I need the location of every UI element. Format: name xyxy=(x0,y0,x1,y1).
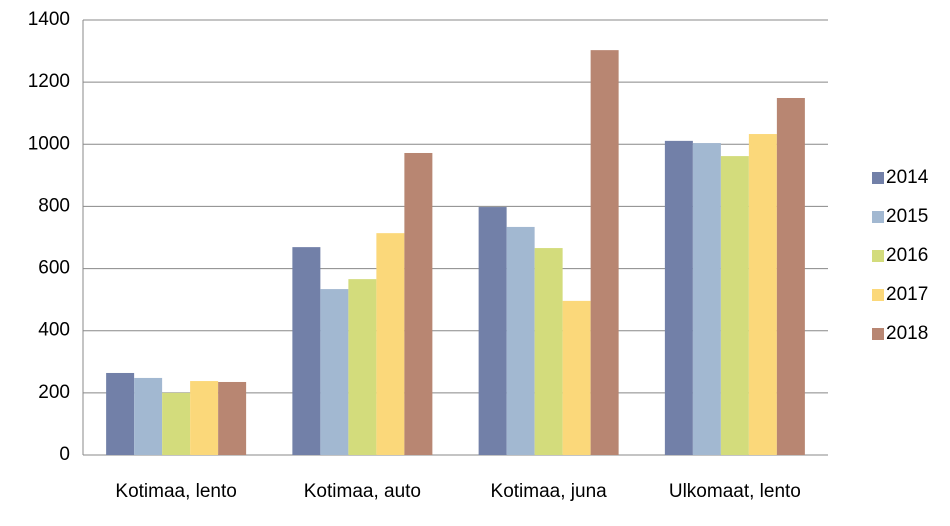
bar xyxy=(748,134,777,455)
bar xyxy=(218,381,247,455)
bar xyxy=(320,289,349,455)
bar xyxy=(590,50,619,456)
bar xyxy=(292,247,321,455)
x-tick-label: Kotimaa, lento xyxy=(115,481,237,502)
legend-label: 2016 xyxy=(886,245,928,266)
bar xyxy=(348,279,377,455)
legend-label: 2017 xyxy=(886,284,928,305)
bar xyxy=(562,300,591,455)
legend-label: 2018 xyxy=(886,323,928,344)
bar xyxy=(506,226,535,455)
legend-label: 2014 xyxy=(886,167,929,188)
y-tick-label: 0 xyxy=(59,444,70,465)
bar xyxy=(720,156,749,456)
y-tick-label: 600 xyxy=(38,258,70,279)
bar xyxy=(776,97,805,455)
bar xyxy=(692,143,721,456)
legend-swatch xyxy=(872,328,884,340)
bar xyxy=(664,140,693,455)
bar xyxy=(404,152,433,455)
legend-swatch xyxy=(872,172,884,184)
y-tick-label: 400 xyxy=(38,320,70,341)
y-tick-label: 200 xyxy=(38,382,70,403)
legend-swatch xyxy=(872,211,884,223)
bar xyxy=(478,207,507,455)
x-tick-label: Kotimaa, juna xyxy=(490,481,607,502)
x-tick-label: Kotimaa, auto xyxy=(303,481,421,502)
y-tick-label: 1000 xyxy=(28,133,70,154)
y-tick-label: 1400 xyxy=(28,9,70,30)
y-tick-label: 1200 xyxy=(28,71,70,92)
y-tick-label: 800 xyxy=(38,195,70,216)
legend-swatch xyxy=(872,250,884,262)
bar xyxy=(106,372,135,455)
legend-label: 2015 xyxy=(886,206,928,227)
bar xyxy=(534,248,563,455)
bar xyxy=(162,392,191,455)
legend-swatch xyxy=(872,289,884,301)
bar xyxy=(376,233,405,455)
bar xyxy=(190,381,219,455)
x-tick-label: Ulkomaat, lento xyxy=(668,481,801,502)
bar xyxy=(134,377,163,455)
